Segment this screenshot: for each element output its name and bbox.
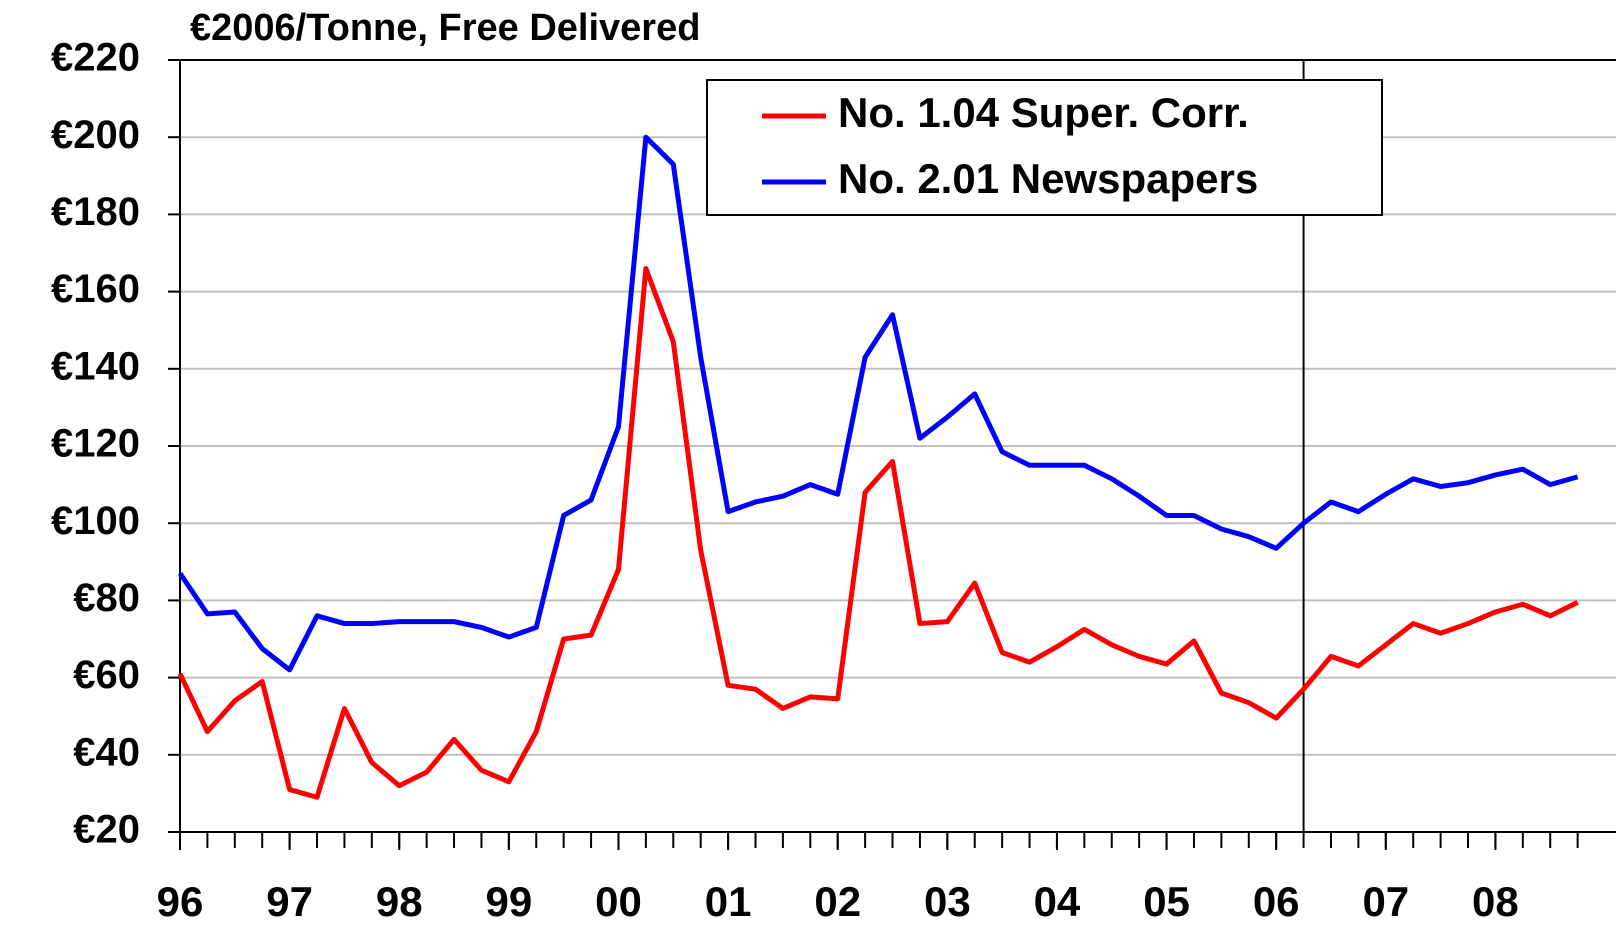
x-tick-label: 96 xyxy=(157,878,204,925)
x-tick-label: 08 xyxy=(1472,878,1519,925)
y-tick-label: €60 xyxy=(73,653,140,697)
y-tick-label: €140 xyxy=(51,344,140,388)
x-tick-label: 00 xyxy=(595,878,642,925)
y-tick-label: €40 xyxy=(73,730,140,774)
y-tick-label: €200 xyxy=(51,113,140,157)
x-tick-label: 04 xyxy=(1034,878,1081,925)
y-tick-label: €160 xyxy=(51,267,140,311)
x-tick-label: 06 xyxy=(1253,878,1300,925)
x-tick-label: 07 xyxy=(1362,878,1409,925)
y-tick-label: €80 xyxy=(73,576,140,620)
y-tick-label: €180 xyxy=(51,190,140,234)
x-tick-label: 01 xyxy=(705,878,752,925)
x-tick-label: 99 xyxy=(485,878,532,925)
legend-label: No. 1.04 Super. Corr. xyxy=(838,89,1249,136)
series-line xyxy=(177,134,1579,673)
series-line xyxy=(177,265,1579,800)
x-tick-label: 97 xyxy=(266,878,313,925)
legend-label: No. 2.01 Newspapers xyxy=(838,155,1258,202)
chart-title: €2006/Tonne, Free Delivered xyxy=(190,7,700,49)
x-tick-label: 02 xyxy=(814,878,861,925)
x-tick-label: 03 xyxy=(924,878,971,925)
x-tick-label: 98 xyxy=(376,878,423,925)
y-tick-label: €220 xyxy=(51,36,140,80)
y-tick-label: €100 xyxy=(51,499,140,543)
x-tick-label: 05 xyxy=(1143,878,1190,925)
y-tick-label: €20 xyxy=(73,808,140,852)
legend-box xyxy=(706,79,1383,216)
y-tick-label: €120 xyxy=(51,422,140,466)
